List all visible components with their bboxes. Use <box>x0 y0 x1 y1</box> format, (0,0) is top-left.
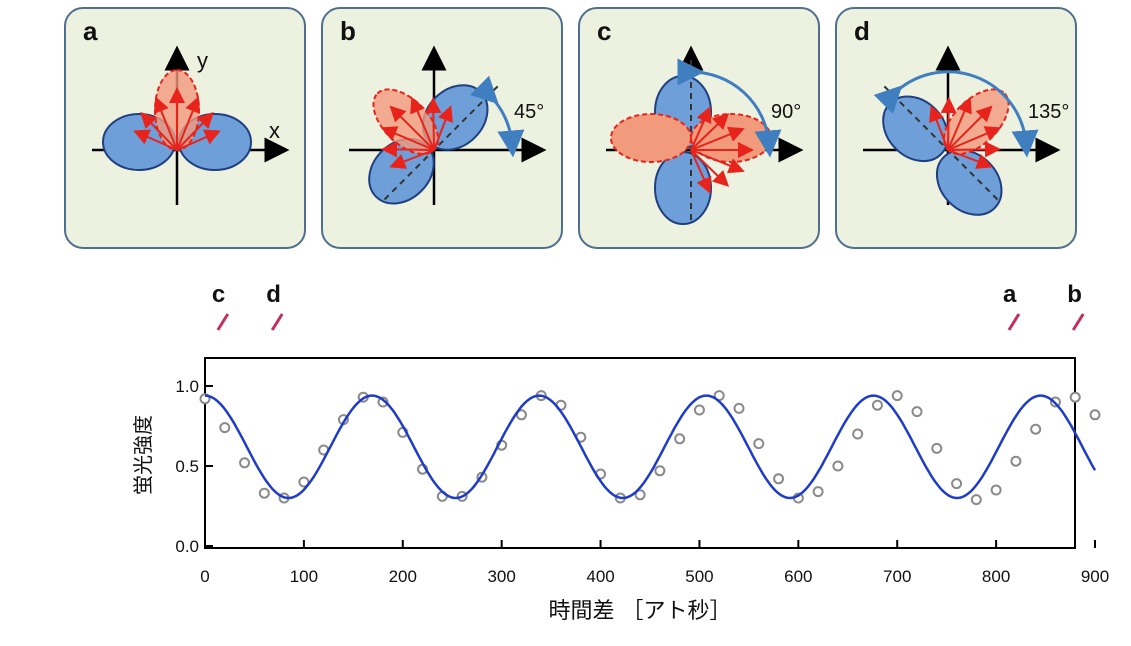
data-point <box>733 402 745 414</box>
x-tick-label: 300 <box>487 567 515 586</box>
data-point <box>931 442 943 454</box>
data-point <box>832 460 844 472</box>
panel-label: c <box>597 16 611 46</box>
panel-label: a <box>83 16 98 46</box>
emission-arrow <box>176 96 201 151</box>
data-point <box>693 404 705 416</box>
panel-d: d 135° <box>835 7 1077 249</box>
data-point <box>219 422 231 434</box>
x-tick-label: 700 <box>883 567 911 586</box>
angle-arc <box>677 58 782 158</box>
data-point <box>911 406 923 418</box>
x-tick-label: 200 <box>389 567 417 586</box>
data-point <box>970 494 982 506</box>
data-point <box>298 476 310 488</box>
y-tick-label: 1.0 <box>175 377 199 396</box>
x-tick-label: 500 <box>685 567 713 586</box>
x-tick-label: 100 <box>290 567 318 586</box>
data-point <box>1030 423 1042 435</box>
marker-label-d: d <box>266 281 281 308</box>
angle-arc <box>873 70 1039 158</box>
angle-label: 45° <box>514 101 544 123</box>
data-point <box>1089 409 1101 421</box>
y-tick-label: 0.0 <box>175 537 199 556</box>
data-point <box>753 438 765 450</box>
orbital-panels: a x y b 45° c 90° d 135° <box>64 7 1077 249</box>
data-point <box>990 484 1002 496</box>
angle-arc <box>470 75 525 158</box>
marker-tick <box>270 313 284 331</box>
marker-label-b: b <box>1067 281 1082 308</box>
panel-b: b 45° <box>321 7 563 249</box>
x-axis-name: x <box>269 118 280 143</box>
panel-label: b <box>340 16 356 46</box>
panel-a: a x y <box>64 7 306 249</box>
data-point <box>891 390 903 402</box>
red-lobe <box>610 113 692 163</box>
emission-arrow <box>140 111 178 151</box>
emission-arrow <box>410 96 435 151</box>
emission-arrow <box>133 129 178 151</box>
x-tick-label: 800 <box>982 567 1010 586</box>
data-point <box>654 465 666 477</box>
blue-lobe <box>654 151 712 225</box>
y-axis: 0.0 0.5 1.0 <box>175 377 213 556</box>
marker-tick <box>1007 313 1021 331</box>
red-emission <box>133 69 221 151</box>
emission-arrow <box>381 141 435 158</box>
x-axis-label: 時間差 ［アト秒］ <box>549 599 732 624</box>
y-tick-label: 0.5 <box>175 457 199 476</box>
data-point <box>951 478 963 490</box>
plot-frame <box>204 357 1076 549</box>
emission-arrow <box>389 105 435 151</box>
emission-arrow <box>380 126 435 151</box>
data-point <box>1010 455 1022 467</box>
x-axis: 0 100 200 300 400 500 600 700 800 900 <box>200 540 1109 586</box>
data-point <box>1069 391 1081 403</box>
emission-arrow <box>389 149 435 169</box>
angle-label: 135° <box>1028 101 1069 123</box>
data-points <box>199 390 1101 506</box>
emission-arrow <box>425 97 442 151</box>
emission-arrow <box>433 105 453 151</box>
angle-label: 90° <box>771 101 801 123</box>
data-point <box>773 473 785 485</box>
x-tick-label: 0 <box>200 567 209 586</box>
data-point <box>239 457 251 469</box>
x-tick-label: 400 <box>586 567 614 586</box>
red-emission <box>372 88 453 169</box>
x-tick-label: 600 <box>784 567 812 586</box>
emission-arrow <box>176 111 214 151</box>
emission-arrow <box>153 96 178 151</box>
chart-area: 0.0 0.5 1.0 0 100 200 300 400 500 600 700 800 900 c… <box>131 281 1109 624</box>
marker-tick <box>1071 313 1085 331</box>
marker-label-a: a <box>1003 281 1017 308</box>
data-point <box>258 487 270 499</box>
panel-label: d <box>854 16 870 46</box>
data-point <box>674 433 686 445</box>
marker-tick <box>216 313 230 331</box>
marker-label-c: c <box>212 281 225 308</box>
data-point <box>871 399 883 411</box>
y-axis-label: 蛍光強度 <box>131 415 155 495</box>
emission-arrow <box>176 129 221 151</box>
x-tick-label: 900 <box>1081 567 1109 586</box>
data-point <box>812 486 824 498</box>
data-point <box>634 489 646 501</box>
panel-c: c 90° <box>578 7 820 249</box>
fit-curve <box>204 394 1097 500</box>
y-axis-name: y <box>197 48 208 73</box>
data-point <box>852 428 864 440</box>
